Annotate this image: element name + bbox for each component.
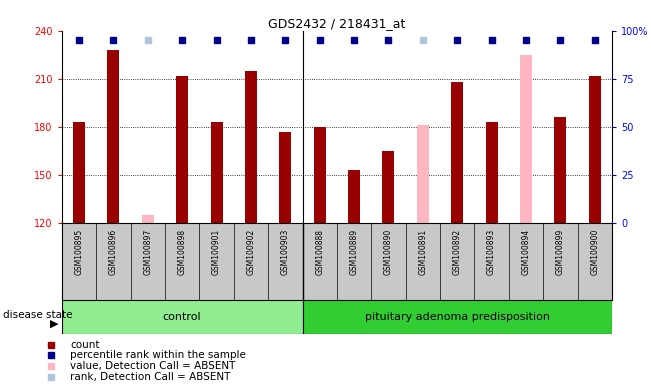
Text: GSM100902: GSM100902: [247, 229, 255, 275]
Text: GSM100893: GSM100893: [487, 229, 496, 275]
Text: count: count: [70, 340, 100, 350]
Text: GSM100897: GSM100897: [143, 229, 152, 275]
Text: GSM100895: GSM100895: [74, 229, 83, 275]
Text: GSM100892: GSM100892: [452, 229, 462, 275]
Bar: [107, 50, 119, 223]
Text: GSM100899: GSM100899: [556, 229, 565, 275]
Text: GSM100903: GSM100903: [281, 229, 290, 275]
Bar: [210, 122, 223, 223]
Bar: [451, 82, 464, 223]
Bar: [520, 55, 532, 223]
Text: GSM100894: GSM100894: [521, 229, 531, 275]
Bar: [314, 127, 326, 223]
Bar: [62, 300, 303, 334]
Bar: [73, 122, 85, 223]
Bar: [486, 122, 497, 223]
Bar: [142, 215, 154, 223]
Text: value, Detection Call = ABSENT: value, Detection Call = ABSENT: [70, 361, 236, 371]
Text: rank, Detection Call = ABSENT: rank, Detection Call = ABSENT: [70, 372, 231, 382]
Text: GSM100901: GSM100901: [212, 229, 221, 275]
Bar: [279, 132, 292, 223]
Text: percentile rank within the sample: percentile rank within the sample: [70, 351, 246, 361]
Bar: [303, 300, 612, 334]
Bar: [245, 71, 257, 223]
Text: control: control: [163, 312, 202, 322]
Text: GSM100898: GSM100898: [178, 229, 187, 275]
Bar: [555, 117, 566, 223]
Bar: [417, 125, 429, 223]
Title: GDS2432 / 218431_at: GDS2432 / 218431_at: [268, 17, 406, 30]
Bar: [382, 151, 395, 223]
Text: GSM100900: GSM100900: [590, 229, 600, 275]
Text: GSM100888: GSM100888: [315, 229, 324, 275]
Text: ▶: ▶: [50, 319, 59, 329]
Bar: [589, 76, 601, 223]
Text: GSM100891: GSM100891: [419, 229, 427, 275]
Text: GSM100896: GSM100896: [109, 229, 118, 275]
Text: pituitary adenoma predisposition: pituitary adenoma predisposition: [365, 312, 549, 322]
Text: GSM100889: GSM100889: [350, 229, 359, 275]
Bar: [176, 76, 188, 223]
Text: GSM100890: GSM100890: [384, 229, 393, 275]
Text: disease state: disease state: [3, 310, 73, 320]
Bar: [348, 170, 360, 223]
